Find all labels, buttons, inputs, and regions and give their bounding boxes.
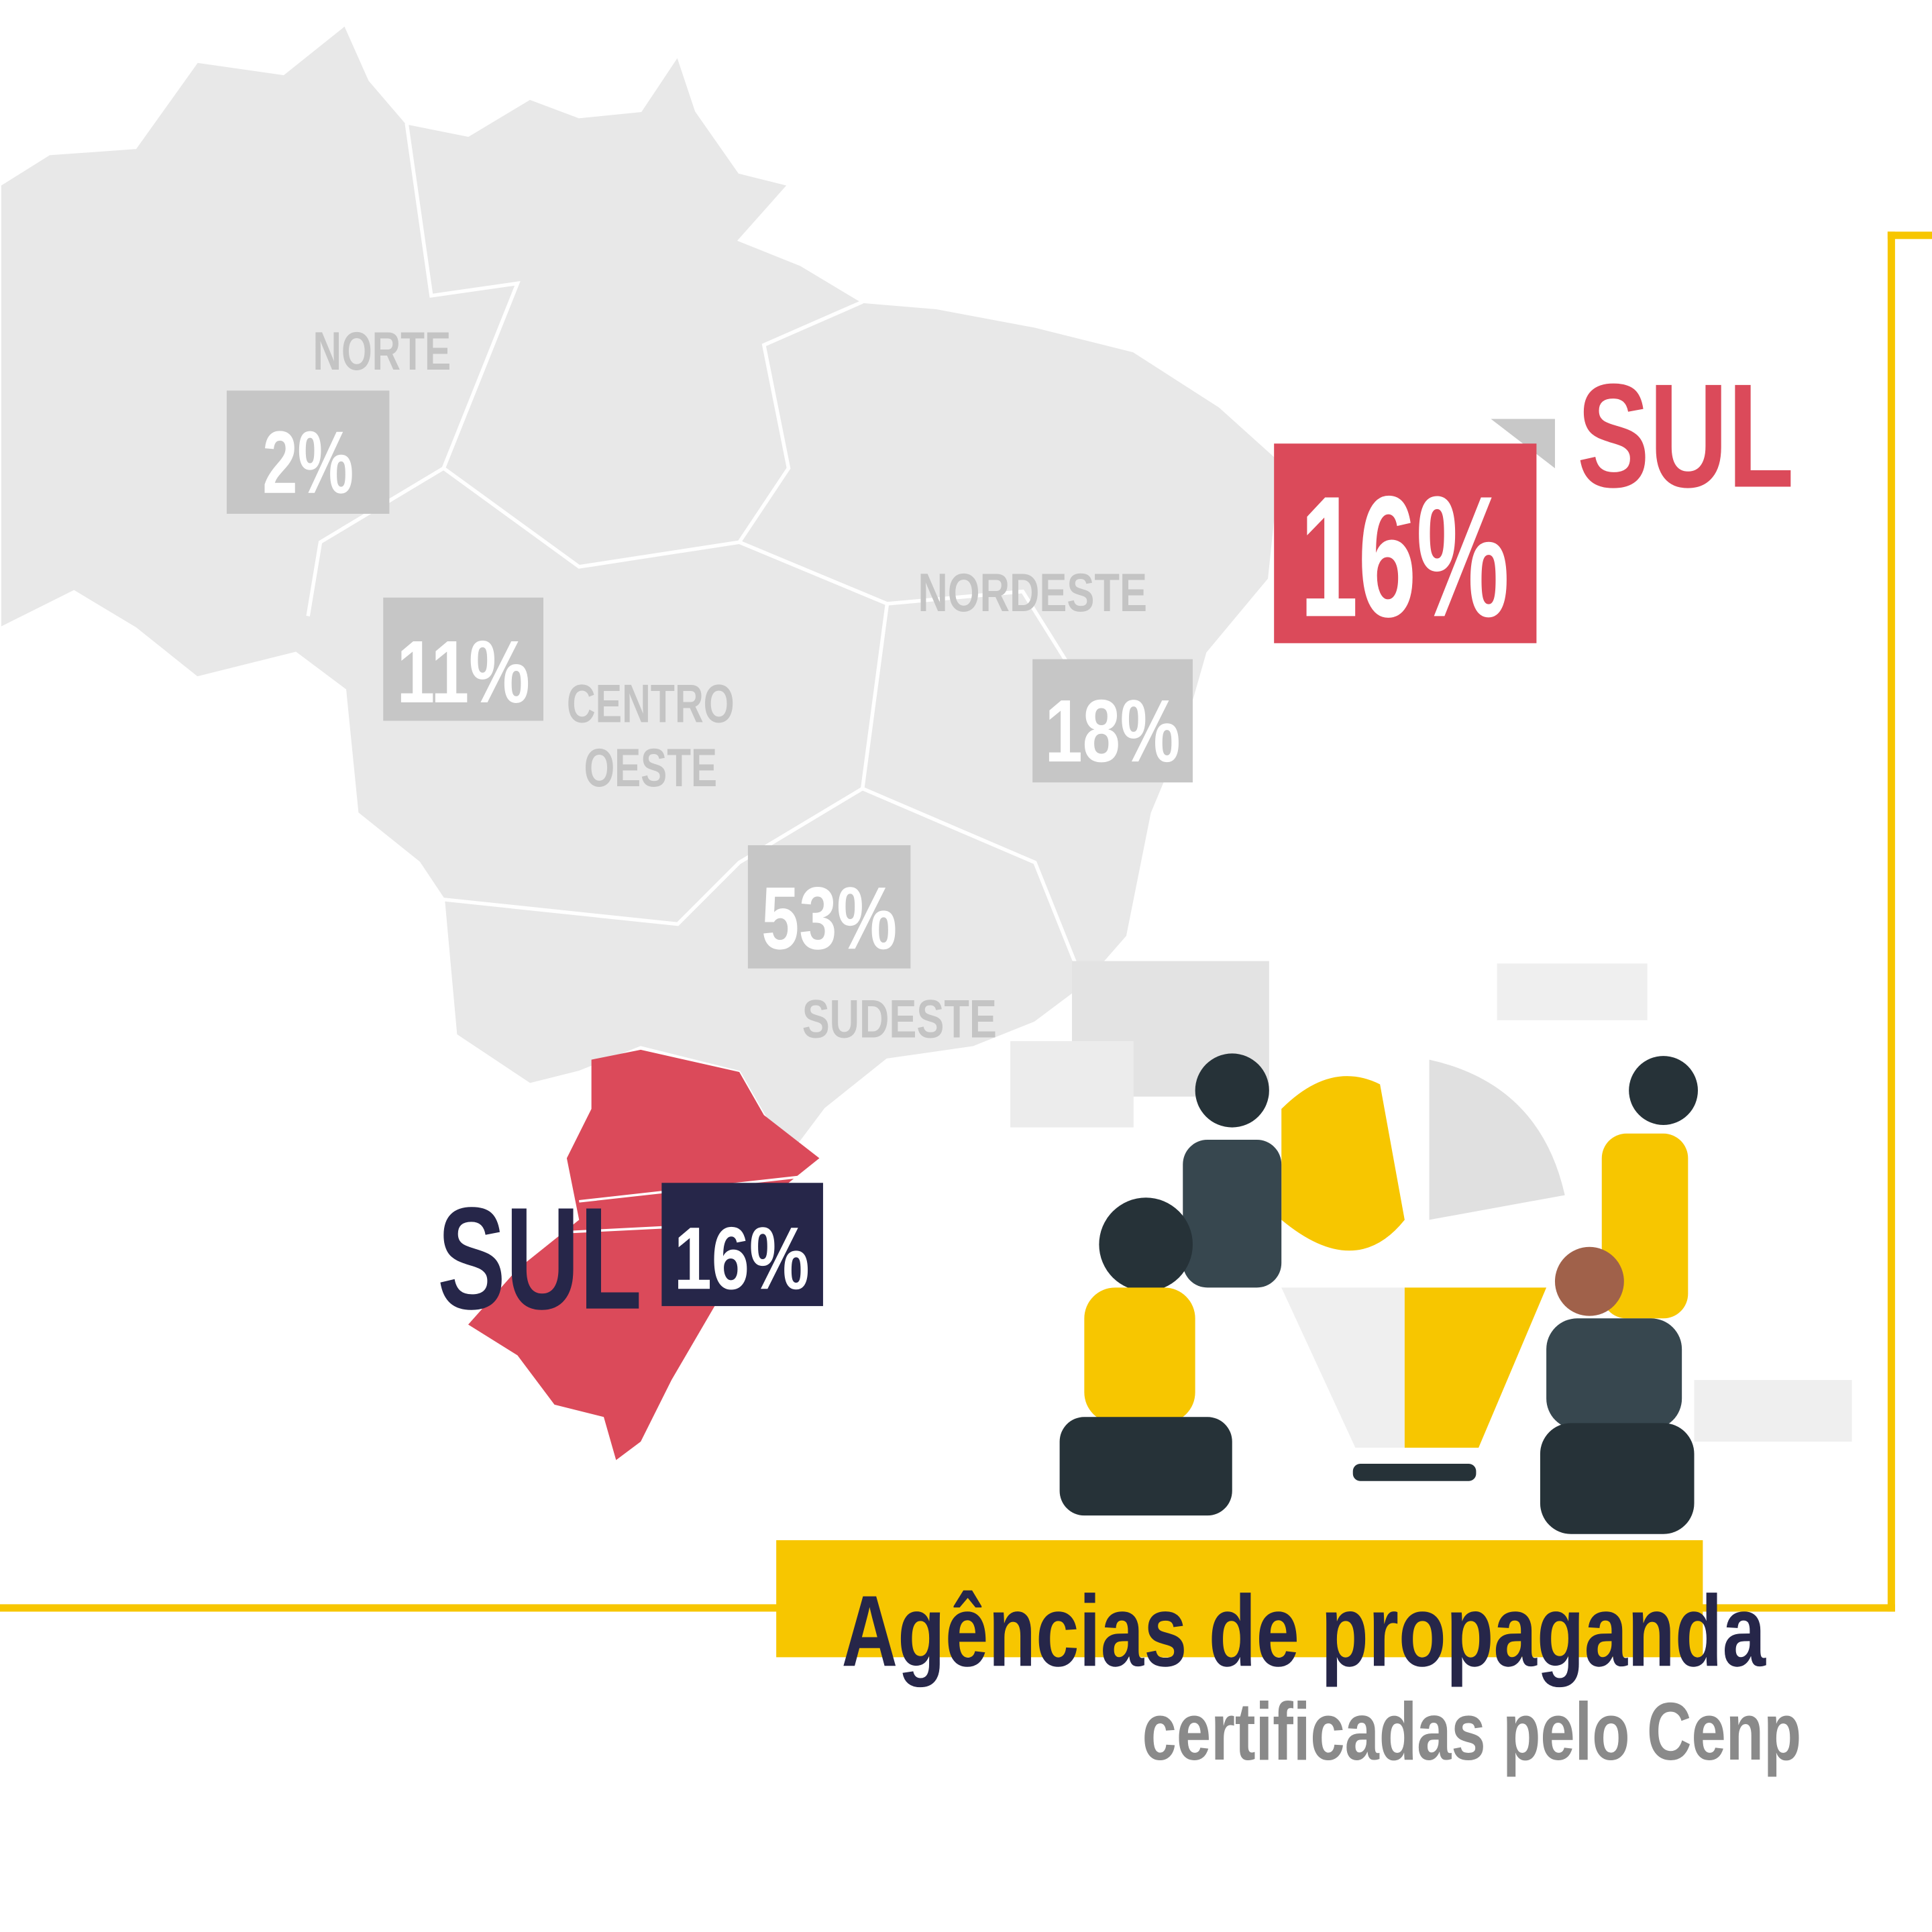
highlight-value: 16% <box>1300 460 1509 653</box>
value-box <box>226 390 390 514</box>
region-name: NORDESTE <box>918 563 1147 623</box>
value-box <box>1032 659 1193 783</box>
brazil-map <box>0 22 1283 1161</box>
frame-top <box>1887 231 1932 239</box>
subtitle: certificadas pelo Cenp <box>1142 1686 1802 1777</box>
region-name: SUDESTE <box>802 989 997 1050</box>
region-name: CENTRO <box>567 674 735 734</box>
value-label: 2% <box>262 413 354 513</box>
highlight-name: SUL <box>1577 353 1794 519</box>
region-name: NORTE <box>313 321 451 382</box>
region-name: SUL <box>437 1177 642 1340</box>
frame-right <box>1887 231 1895 1612</box>
sul-region <box>468 1049 820 1460</box>
region-borders <box>306 123 1086 987</box>
title: Agências de propaganda <box>841 1574 1766 1687</box>
value-box <box>747 845 911 969</box>
value-box <box>383 597 543 721</box>
title-bar <box>776 1540 1703 1658</box>
illustration <box>1010 961 1852 1534</box>
region-name: OESTE <box>584 738 717 798</box>
value-box <box>661 1183 823 1306</box>
value-label: 16% <box>674 1209 810 1308</box>
value-label: 53% <box>761 869 897 968</box>
value-label: 18% <box>1045 682 1181 781</box>
highlight-box <box>1274 443 1537 643</box>
value-label: 11% <box>396 623 529 722</box>
